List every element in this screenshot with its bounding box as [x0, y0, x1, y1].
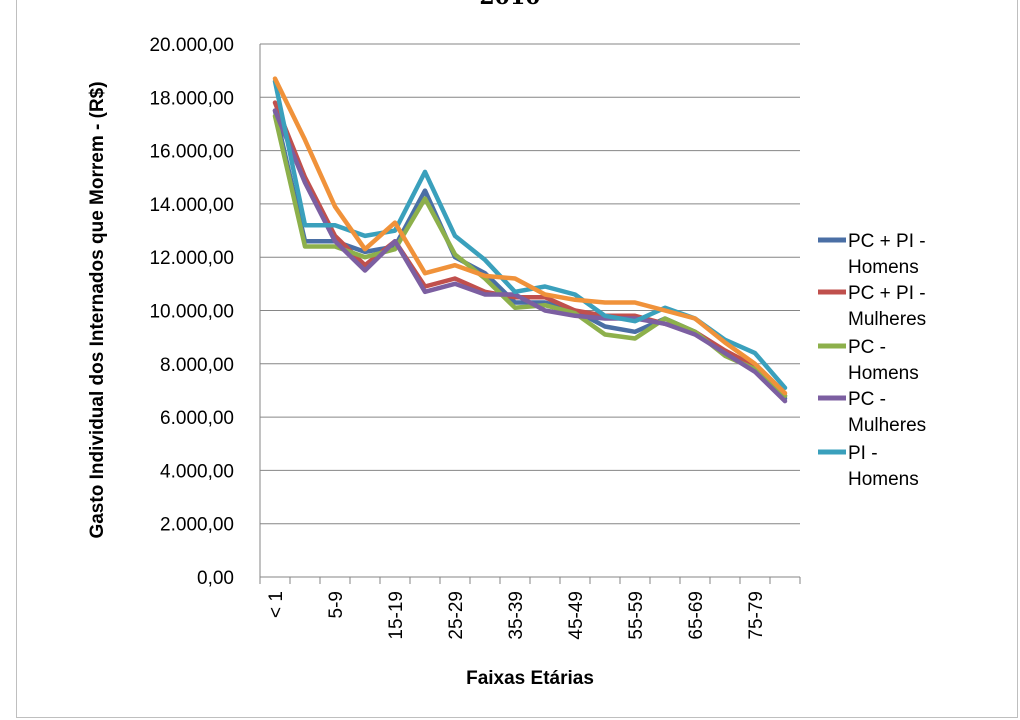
- x-tick-label: 25-29: [446, 591, 467, 640]
- chart-title: 2010: [0, 0, 1020, 10]
- legend-label: PC -Homens: [848, 337, 919, 384]
- x-tick-label: 45-49: [566, 591, 587, 640]
- y-tick-label: 20.000,00: [149, 35, 234, 56]
- x-tick-label: 5-9: [326, 591, 347, 618]
- legend-label: PI -Homens: [848, 443, 919, 490]
- y-tick-label: 10.000,00: [149, 302, 234, 323]
- y-tick-label: 16.000,00: [149, 142, 234, 163]
- y-tick-label: 8.000,00: [160, 355, 234, 376]
- chart-frame: [16, 0, 1018, 718]
- x-tick-label: < 1: [266, 591, 287, 618]
- legend-label: PC + PI -Mulheres: [848, 283, 926, 330]
- y-tick-label: 0,00: [197, 568, 234, 589]
- x-tick-label: 55-59: [626, 591, 647, 640]
- series-line: [272, 100, 788, 399]
- series-line: [272, 76, 788, 396]
- gridlines: [260, 43, 800, 525]
- series-lines: [272, 76, 788, 404]
- y-tick-label: 18.000,00: [149, 88, 234, 109]
- legend-label: PC + PI -Homens: [848, 231, 926, 278]
- legend-label: PC -Mulheres: [848, 389, 926, 436]
- series-line: [272, 108, 788, 404]
- x-axis-title: Faixas Etárias: [466, 668, 594, 689]
- y-tick-label: 6.000,00: [160, 408, 234, 429]
- x-tick-label: 75-79: [746, 591, 767, 640]
- axes: [259, 44, 801, 584]
- y-tick-label: 14.000,00: [149, 195, 234, 216]
- y-tick-label: 2.000,00: [160, 515, 234, 536]
- x-tick-label: 15-19: [386, 591, 407, 640]
- legend: PC + PI -Homens PC + PI -Mulheres PC -Home…: [818, 231, 926, 490]
- y-axis-title: Gasto Individual dos Internados que Morr…: [87, 81, 108, 538]
- x-tick-label: 35-39: [506, 591, 527, 640]
- x-tick-label: 65-69: [686, 591, 707, 640]
- y-axis-ticks: 0,00 2.000,00 4.000,00 6.000,00 8.000,00 10.0…: [149, 35, 234, 589]
- y-tick-label: 12.000,00: [149, 248, 234, 269]
- y-tick-label: 4.000,00: [160, 461, 234, 482]
- x-axis-ticks: < 1 5-9 15-19 25-29 35-39 45-49 55-59 65-69 75-7…: [266, 591, 767, 640]
